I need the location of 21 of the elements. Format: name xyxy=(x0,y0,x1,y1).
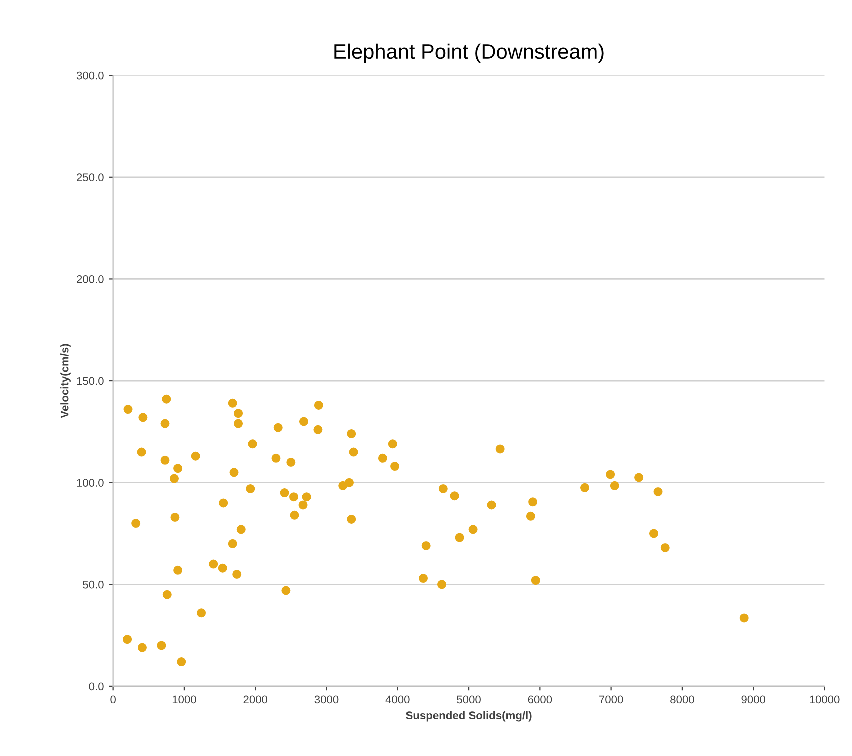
x-tick-label: 9000 xyxy=(742,696,766,704)
x-tick-label: 2000 xyxy=(244,696,268,704)
x-tick-label: 3000 xyxy=(314,696,339,704)
y-tick-label: 250.0 xyxy=(77,174,104,182)
x-tick-label: 4000 xyxy=(386,696,410,704)
x-tick-label: 5000 xyxy=(457,696,481,704)
x-tick-label: 0 xyxy=(110,696,116,704)
y-tick-label: 100.0 xyxy=(77,479,104,487)
x-axis-title: Suspended Solids(mg/l) xyxy=(406,711,532,722)
x-tick-label: 8000 xyxy=(670,696,694,704)
x-tick-label: 1000 xyxy=(172,696,196,704)
y-tick-label: 50.0 xyxy=(83,580,104,589)
x-tick-label: 6000 xyxy=(528,696,552,704)
y-tick-label: 200.0 xyxy=(77,275,104,284)
y-tick-label: 150.0 xyxy=(77,377,104,386)
x-tick-label: 7000 xyxy=(600,696,624,704)
y-tick-label: 0.0 xyxy=(89,682,104,691)
x-tick-label: 10000 xyxy=(810,696,840,704)
chart-title: Elephant Point (Downstream) xyxy=(334,44,604,64)
y-axis-title: Velocity(cm/s) xyxy=(60,344,71,418)
y-tick-label: 300.0 xyxy=(76,72,104,80)
